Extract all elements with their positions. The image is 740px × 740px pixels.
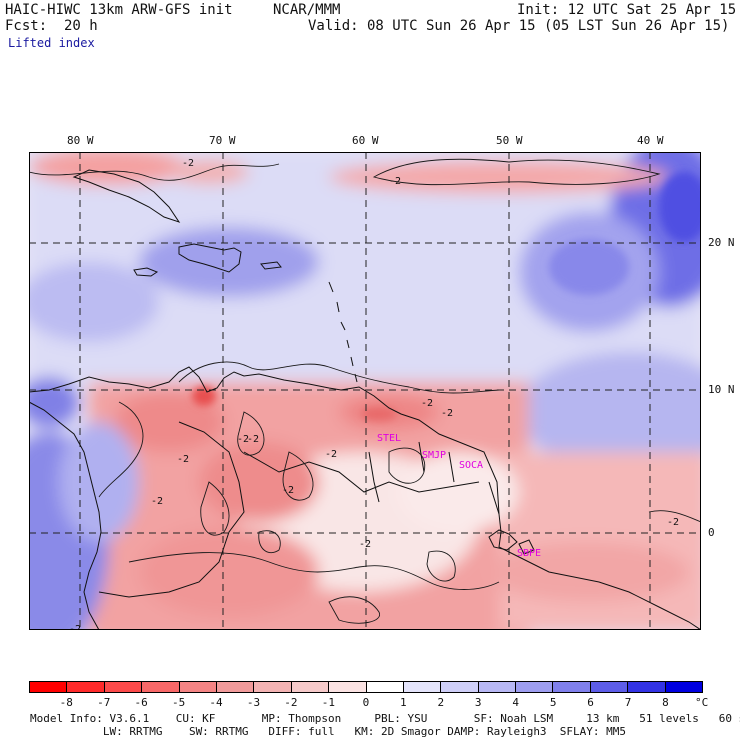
contour-label: -2 <box>421 398 433 409</box>
contour-label: -2 <box>441 408 453 419</box>
colorbar-swatch <box>440 682 478 692</box>
colorbar-tick-label: -7 <box>97 696 111 709</box>
lat-label-0: 0 <box>708 526 715 539</box>
organization-label: NCAR/MMM <box>273 2 341 18</box>
colorbar-swatch <box>178 682 216 692</box>
station-smjp: SMJP <box>422 450 446 461</box>
colorbar-swatch <box>477 682 516 692</box>
colorbar-tick-label: 6 <box>587 696 594 709</box>
colorbar-swatch <box>290 682 329 692</box>
contour-label: -2 <box>325 449 337 460</box>
colorbar-swatch <box>66 682 104 692</box>
lon-label-50w: 50 W <box>496 134 523 147</box>
colorbar <box>29 681 703 711</box>
contour-label: -2 <box>389 176 401 187</box>
station-soca: SOCA <box>459 460 483 471</box>
contour-label: -2 <box>182 158 194 169</box>
colorbar-tick-label: 0 <box>362 696 370 709</box>
coastlines <box>29 169 701 630</box>
model-title: HAIC-HIWC 13km ARW-GFS init <box>5 2 233 18</box>
lat-label-10n: 10 N <box>708 383 735 396</box>
colorbar-swatch <box>328 682 366 692</box>
colorbar-swatch <box>515 682 553 692</box>
colorbar-swatch <box>552 682 590 692</box>
colorbar-tick-label: -8 <box>59 696 73 709</box>
lon-label-40w: 40 W <box>637 134 664 147</box>
lon-label-60w: 60 W <box>352 134 379 147</box>
forecast-label: Fcst: <box>5 18 48 34</box>
contour-label: -2 <box>247 434 259 445</box>
colorbar-tick-label: -3 <box>246 696 261 709</box>
forecast-hours: 20 h <box>64 18 98 34</box>
colorbar-swatch <box>627 682 665 692</box>
colorbar-swatch <box>589 682 628 692</box>
lat-label-20n: 20 N <box>708 236 735 249</box>
station-sbpe: SBPE <box>517 548 541 559</box>
colorbar-swatch <box>253 682 291 692</box>
lon-label-80w: 80 W <box>67 134 94 147</box>
colorbar-tick-label: 2 <box>437 696 445 709</box>
colorbar-swatch <box>30 682 67 692</box>
colorbar-swatch <box>664 682 703 692</box>
model-info-line2: LW: RRTMG SW: RRTMG DIFF: full KM: 2D Sm… <box>30 725 627 738</box>
colorbar-tick-label: 1 <box>400 696 407 709</box>
colorbar-tick-label: 8 <box>662 696 669 709</box>
contour-label: -2 <box>177 454 189 465</box>
colorbar-tick-label: -1 <box>321 696 335 709</box>
colorbar-tick-label: -6 <box>134 696 148 709</box>
model-info-line1: Model Info: V3.6.1 CU: KF MP: Thompson P… <box>30 712 740 725</box>
colorbar-swatch <box>365 682 403 692</box>
colorbar-swatch <box>215 682 254 692</box>
colorbar-swatches <box>29 681 703 693</box>
contour-label: -2 <box>359 539 371 550</box>
init-time: Init: 12 UTC Sat 25 Apr 15 <box>517 2 737 18</box>
colorbar-swatch <box>141 682 179 692</box>
contour-label: -2 <box>282 485 294 496</box>
lon-label-70w: 70 W <box>209 134 236 147</box>
lifted-index-map: -2 -2 -2 -2 -2 -2 -2 -2 -2 -2 -2 -2 -2 S… <box>29 152 701 630</box>
colorbar-tick-label: 3 <box>474 696 482 709</box>
colorbar-tick-label: 7 <box>624 696 632 709</box>
contour-label: -2 <box>69 624 81 630</box>
contour-label: -2 <box>237 434 249 445</box>
colorbar-tick-label: -4 <box>209 696 223 709</box>
valid-time: Valid: 08 UTC Sun 26 Apr 15 (05 LST Sun … <box>308 18 730 34</box>
colorbar-swatch <box>402 682 441 692</box>
colorbar-tick-label: 4 <box>512 696 519 709</box>
colorbar-tick-label: -2 <box>284 696 298 709</box>
station-stel: STEL <box>377 433 401 444</box>
field-name: Lifted index <box>8 36 95 50</box>
colorbar-tick-label: 5 <box>549 696 557 709</box>
colorbar-swatch <box>103 682 142 692</box>
contour-label: -2 <box>667 517 679 528</box>
colorbar-tick-label: -5 <box>171 696 186 709</box>
contour-label: -2 <box>151 496 163 507</box>
colorbar-unit: °C <box>695 696 709 709</box>
contours <box>29 158 701 624</box>
